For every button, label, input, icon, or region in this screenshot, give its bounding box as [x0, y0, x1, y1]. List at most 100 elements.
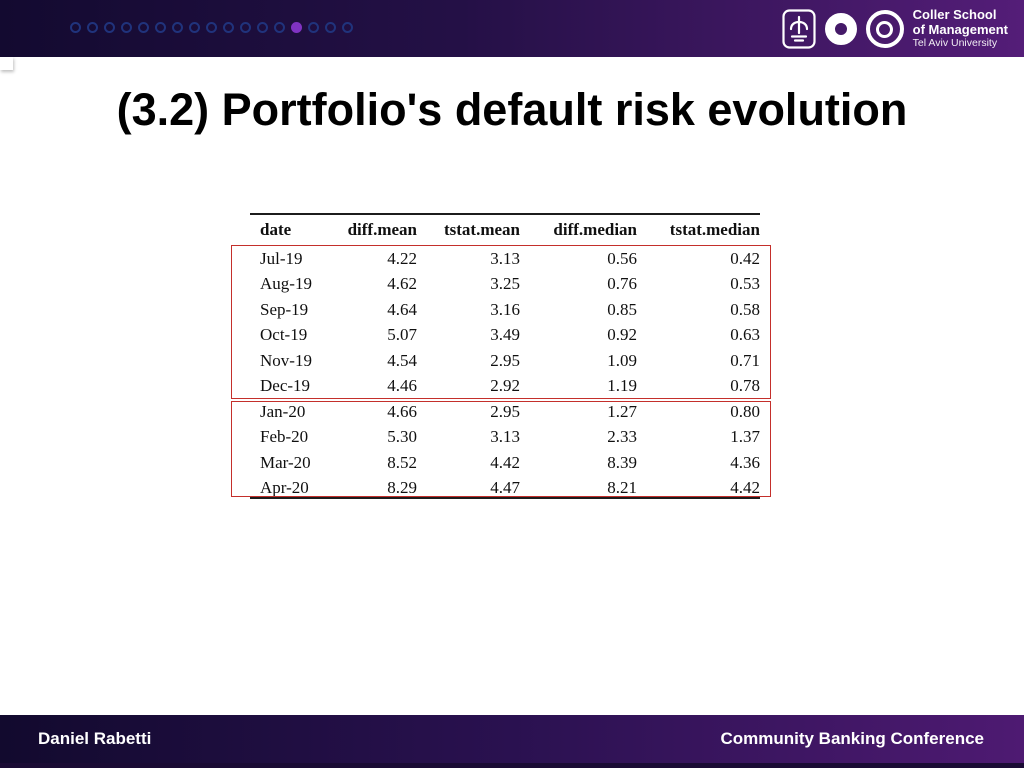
progress-dot [240, 22, 251, 33]
cell-date: Dec-19 [260, 376, 311, 396]
progress-dot [87, 22, 98, 33]
table-row: Feb-20 5.30 3.13 2.33 1.37 [250, 425, 760, 451]
cell-tstat-mean: 4.47 [490, 478, 520, 498]
bottom-strip [0, 763, 1024, 768]
cell-diff-median: 0.85 [607, 299, 637, 319]
brand-text: Coller School of Management Tel Aviv Uni… [913, 8, 1008, 50]
cell-tstat-median: 0.71 [730, 350, 760, 370]
brand-area: Coller School of Management Tel Aviv Uni… [782, 7, 1008, 51]
cell-tstat-median: 0.63 [730, 325, 760, 345]
progress-dot [206, 22, 217, 33]
table-row: Jan-20 4.66 2.95 1.27 0.80 [250, 399, 760, 425]
cell-diff-median: 8.21 [607, 478, 637, 498]
table-row: Jul-19 4.22 3.13 0.56 0.42 [250, 246, 760, 272]
col-header-tstat-mean: tstat.mean [443, 220, 520, 239]
table-row: Dec-19 4.46 2.92 1.19 0.78 [250, 374, 760, 400]
table-row: Aug-19 4.62 3.25 0.76 0.53 [250, 272, 760, 298]
cell-date: Jul-19 [260, 248, 303, 268]
cell-diff-mean: 4.22 [387, 248, 417, 268]
cell-diff-mean: 5.30 [387, 427, 417, 447]
col-header-date: date [260, 220, 292, 239]
cell-date: Oct-19 [260, 325, 308, 345]
cell-tstat-mean: 3.49 [490, 325, 520, 345]
cell-date: Feb-20 [260, 427, 309, 447]
progress-dot-active [291, 22, 302, 33]
progress-dot [70, 22, 81, 33]
cell-date: Nov-19 [260, 350, 312, 370]
footer-conference: Community Banking Conference [720, 729, 984, 748]
progress-dot [138, 22, 149, 33]
progress-dot [308, 22, 319, 33]
cell-tstat-median: 0.53 [730, 274, 760, 294]
cell-tstat-median: 4.42 [730, 478, 760, 498]
progress-dot [325, 22, 336, 33]
slide-corner-notch [0, 57, 13, 70]
table-row: Nov-19 4.54 2.95 1.09 0.71 [250, 348, 760, 374]
cell-diff-mean: 8.52 [387, 452, 417, 472]
table-row: Sep-19 4.64 3.16 0.85 0.58 [250, 297, 760, 323]
slide-title: (3.2) Portfolio's default risk evolution [116, 84, 908, 135]
footer-bar: Daniel Rabetti Community Banking Confere… [0, 715, 1024, 763]
cell-tstat-median: 0.58 [730, 299, 760, 319]
top-bar: Coller School of Management Tel Aviv Uni… [0, 0, 1024, 57]
double-ring-inner [876, 20, 894, 38]
progress-dot [342, 22, 353, 33]
cell-tstat-median: 0.42 [730, 248, 760, 268]
table-row: Oct-19 5.07 3.49 0.92 0.63 [250, 323, 760, 349]
table-header: date diff.mean tstat.mean diff.median ts… [250, 215, 760, 246]
cell-diff-median: 1.19 [607, 376, 637, 396]
cell-diff-mean: 8.29 [387, 478, 417, 498]
progress-dot [155, 22, 166, 33]
col-header-diff-median: diff.median [553, 220, 637, 239]
cell-tstat-mean: 2.95 [490, 401, 520, 421]
col-header-tstat-median: tstat.median [669, 220, 760, 239]
progress-dots [70, 22, 353, 33]
cell-diff-median: 0.56 [607, 248, 637, 268]
progress-dot [189, 22, 200, 33]
cell-date: Jan-20 [260, 401, 306, 421]
brand-school-line2: of Management [912, 21, 1008, 37]
cell-tstat-mean: 4.42 [490, 452, 520, 472]
cell-tstat-median: 0.78 [730, 376, 760, 396]
cell-tstat-mean: 3.25 [490, 274, 520, 294]
cell-date: Aug-19 [260, 274, 312, 294]
cell-diff-mean: 5.07 [387, 325, 417, 345]
cell-diff-mean: 4.46 [387, 376, 417, 396]
cell-diff-median: 8.39 [607, 452, 637, 472]
table-row: Mar-20 8.52 4.42 8.39 4.36 [250, 450, 760, 476]
cell-tstat-mean: 3.13 [490, 248, 520, 268]
cell-tstat-median: 4.36 [730, 452, 760, 472]
cell-date: Mar-20 [260, 452, 311, 472]
cell-diff-median: 0.76 [607, 274, 637, 294]
progress-dot [121, 22, 132, 33]
cell-tstat-mean: 3.16 [490, 299, 520, 319]
cell-tstat-median: 0.80 [730, 401, 760, 421]
cell-date: Apr-20 [260, 478, 309, 498]
progress-dot [104, 22, 115, 33]
footer-author: Daniel Rabetti [38, 729, 152, 748]
cell-date: Sep-19 [260, 299, 309, 319]
progress-dot [223, 22, 234, 33]
cell-tstat-mean: 2.95 [490, 350, 520, 370]
progress-dot [172, 22, 183, 33]
table-row: Apr-20 8.29 4.47 8.21 4.42 [250, 476, 760, 502]
cell-diff-mean: 4.54 [387, 350, 417, 370]
cell-diff-mean: 4.64 [387, 299, 417, 319]
cell-diff-median: 1.27 [607, 401, 637, 421]
cell-diff-median: 1.09 [607, 350, 637, 370]
progress-dot [274, 22, 285, 33]
cell-tstat-median: 1.37 [730, 427, 760, 447]
cell-tstat-mean: 3.13 [490, 427, 520, 447]
cell-tstat-mean: 2.92 [490, 376, 520, 396]
progress-dot [257, 22, 268, 33]
circle-logo-icon [824, 13, 857, 45]
double-ring-logo-icon [865, 10, 904, 48]
col-header-diff-mean: diff.mean [347, 220, 417, 239]
cell-diff-median: 0.92 [607, 325, 637, 345]
cell-diff-median: 2.33 [607, 427, 637, 447]
cell-diff-mean: 4.66 [387, 401, 417, 421]
cell-diff-mean: 4.62 [387, 274, 417, 294]
brand-university: Tel Aviv University [912, 37, 998, 50]
brand-school-line1: Coller School [912, 7, 997, 23]
default-risk-table: date diff.mean tstat.mean diff.median ts… [231, 213, 771, 502]
